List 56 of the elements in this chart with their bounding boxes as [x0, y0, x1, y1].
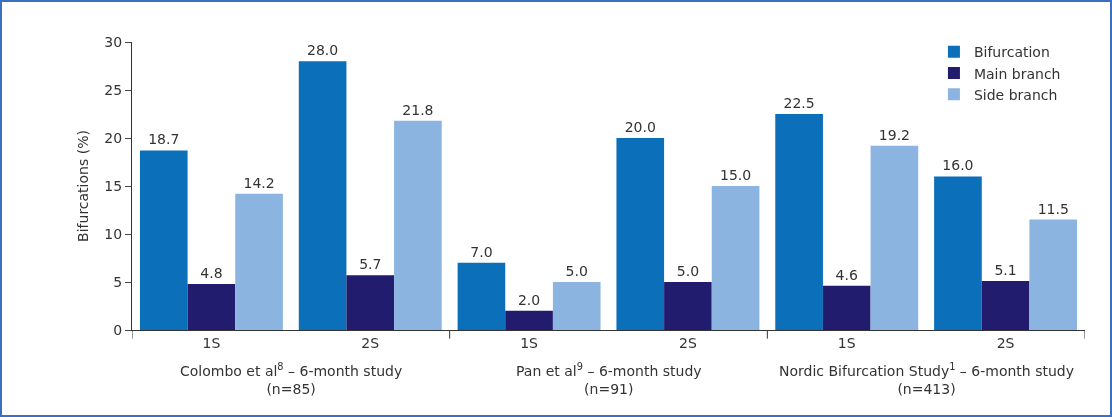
x-tick-label: 2S: [679, 334, 697, 351]
data-label: 5.0: [676, 263, 700, 279]
bar: [1029, 219, 1078, 330]
bar: [505, 310, 553, 330]
data-label: 28.0: [307, 42, 339, 59]
text: Pan et al$^{9}$ – 6-month study (n=91): [516, 361, 702, 398]
y-axis-title: Bifurcations (%): [74, 130, 91, 242]
y-tick-label: 15: [104, 177, 123, 194]
text: Nordic Bifurcation Study$^{1}$ – 6-month study (n=413): [779, 361, 1074, 398]
y-tick-label: 0: [113, 321, 123, 338]
bar: [187, 283, 236, 330]
data-label: 20.0: [624, 119, 656, 135]
data-label: 7.0: [470, 243, 493, 260]
data-label: 4.8: [200, 264, 223, 281]
data-label: 18.7: [148, 131, 180, 148]
data-label: 2.0: [517, 291, 541, 308]
y-tick-label: 5: [113, 273, 123, 290]
legend-label: Bifurcation: [973, 44, 1050, 61]
x-tick-label: 1S: [837, 334, 856, 351]
y-tick-label: 30: [104, 33, 123, 50]
data-label: 5.0: [565, 263, 588, 279]
data-label: 4.6: [835, 266, 858, 283]
y-tick-label: 20: [104, 129, 123, 146]
bar: [235, 193, 283, 330]
bar: [870, 145, 919, 330]
bar: [552, 282, 601, 330]
bar: [981, 281, 1030, 330]
bar: [616, 138, 665, 330]
bar: [298, 61, 347, 330]
bar: [822, 285, 871, 330]
bar: [457, 262, 506, 330]
bar: [346, 275, 395, 330]
bar: [139, 150, 188, 330]
x-tick-label: 2S: [996, 334, 1015, 351]
y-tick-label: 10: [104, 225, 123, 242]
text: Colombo et al$^{8}$ – 6-month study (n=85): [180, 361, 403, 398]
data-label: 19.2: [878, 126, 910, 143]
data-label: 15.0: [719, 167, 752, 183]
bar: [664, 282, 712, 330]
data-label: 11.5: [1037, 200, 1069, 217]
data-label: 22.5: [783, 95, 815, 111]
x-tick-label: 1S: [520, 334, 539, 351]
data-label: 16.0: [942, 157, 974, 174]
legend-label: Side branch: [973, 86, 1058, 103]
bar: [934, 176, 982, 330]
data-label: 21.8: [402, 101, 434, 118]
bar: [394, 120, 442, 330]
y-tick-label: 25: [104, 81, 123, 98]
bar: [775, 114, 823, 330]
x-tick-label: 2S: [361, 334, 380, 351]
legend-label: Main branch: [973, 65, 1061, 82]
data-label: 5.1: [994, 262, 1017, 279]
bar: [711, 186, 760, 330]
data-label: 5.7: [359, 256, 382, 273]
x-tick-label: 1S: [202, 334, 221, 351]
data-label: 14.2: [243, 174, 275, 191]
